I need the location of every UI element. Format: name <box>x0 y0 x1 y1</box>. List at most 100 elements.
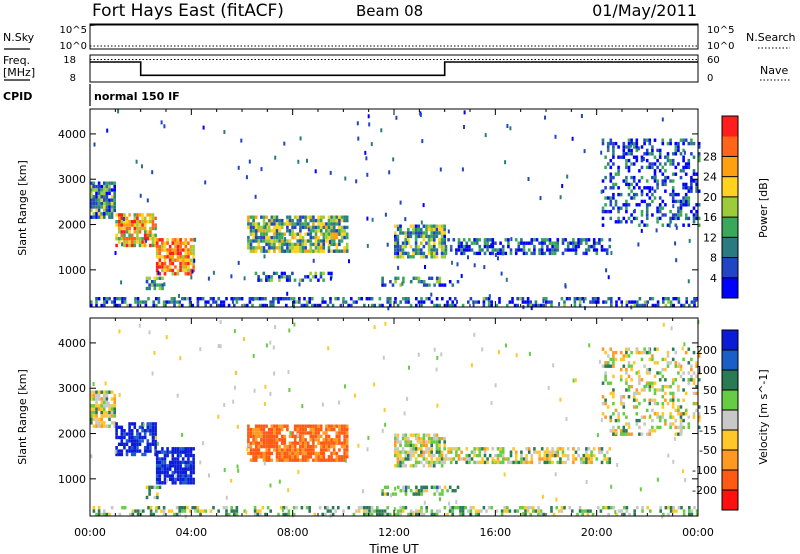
range-cell <box>155 467 159 471</box>
range-cell <box>277 297 280 301</box>
range-cell <box>332 229 336 233</box>
range-cell <box>409 489 413 493</box>
range-cell <box>168 248 172 252</box>
range-cell <box>293 235 297 240</box>
range-cell <box>598 238 601 242</box>
range-cell <box>430 255 433 259</box>
range-cell <box>97 201 101 206</box>
range-cell <box>158 248 162 252</box>
range-cell <box>581 297 584 301</box>
range-cell <box>581 509 584 513</box>
range-cell <box>275 441 279 445</box>
range-cell <box>136 300 140 304</box>
range-cell <box>606 148 610 153</box>
range-cell <box>340 424 344 428</box>
range-cell <box>173 300 176 304</box>
range-cell <box>95 195 98 199</box>
range-cell <box>679 425 683 430</box>
range-cell <box>115 237 118 241</box>
range-cell <box>257 424 261 428</box>
range-cell <box>187 272 190 276</box>
range-cell <box>275 232 279 236</box>
range-cell <box>627 384 631 389</box>
range-cell <box>605 251 609 256</box>
range-cell <box>430 234 433 239</box>
range-cell <box>306 455 310 459</box>
range-cell <box>254 458 258 462</box>
range-cell <box>345 434 349 439</box>
range-cell <box>425 457 428 461</box>
range-cell <box>322 444 326 449</box>
range-cell <box>92 390 96 394</box>
range-cell <box>314 427 318 432</box>
range-cell <box>217 509 220 513</box>
range-cell <box>436 403 439 408</box>
range-cell <box>151 237 155 241</box>
range-cell <box>184 464 188 468</box>
range-cell <box>120 223 124 227</box>
range-cell <box>525 447 528 451</box>
range-cell <box>317 242 320 247</box>
range-cell <box>283 438 287 442</box>
range-cell <box>473 447 476 451</box>
range-cell <box>153 495 157 500</box>
range-cell <box>527 460 531 465</box>
range-cell <box>314 229 318 233</box>
range-cell <box>136 432 139 436</box>
range-cell <box>433 347 436 352</box>
range-cell <box>128 233 131 237</box>
range-cell <box>338 222 341 226</box>
range-cell <box>430 440 433 444</box>
range-cell <box>561 251 565 256</box>
range-cell <box>192 244 195 249</box>
range-cell <box>499 251 502 256</box>
range-cell <box>409 443 413 448</box>
range-cell <box>181 470 185 475</box>
range-cell <box>335 229 339 233</box>
range-cell <box>456 485 460 489</box>
range-cell <box>389 297 392 301</box>
range-cell <box>506 509 509 513</box>
range-cell <box>601 412 605 416</box>
range-cell <box>635 350 639 355</box>
nsky-series-line <box>89 23 698 26</box>
range-cell <box>427 227 431 232</box>
range-cell <box>394 447 397 451</box>
range-cell <box>501 248 505 252</box>
range-cell <box>278 246 281 250</box>
range-cell <box>627 364 631 368</box>
range-cell <box>484 133 487 138</box>
range-cell <box>643 350 646 355</box>
range-cell <box>343 218 346 223</box>
range-cell <box>174 457 177 461</box>
range-cell <box>412 450 415 454</box>
range-cell <box>254 225 258 230</box>
range-cell <box>154 243 157 248</box>
range-cell <box>635 398 639 402</box>
range-cell <box>123 243 126 248</box>
range-cell <box>455 248 458 252</box>
range-cell <box>671 158 675 163</box>
range-cell <box>252 455 255 459</box>
range-cell <box>280 239 284 243</box>
range-cell <box>684 203 688 207</box>
range-cell <box>306 239 310 243</box>
range-cell <box>304 458 307 462</box>
range-cell <box>381 509 384 513</box>
range-cell <box>409 457 413 461</box>
range-cell <box>117 220 121 224</box>
range-cell <box>247 242 250 247</box>
range-cell <box>600 447 604 451</box>
range-cell <box>148 283 151 287</box>
range-cell <box>296 448 300 452</box>
range-cell <box>396 433 400 437</box>
range-cell <box>179 265 182 269</box>
range-cell <box>257 275 260 279</box>
range-cell <box>658 206 662 210</box>
range-cell <box>625 506 629 510</box>
range-cell <box>394 234 397 239</box>
range-cell <box>643 186 646 190</box>
range-cell <box>295 506 298 510</box>
range-cell <box>168 450 172 454</box>
range-cell <box>125 240 129 244</box>
